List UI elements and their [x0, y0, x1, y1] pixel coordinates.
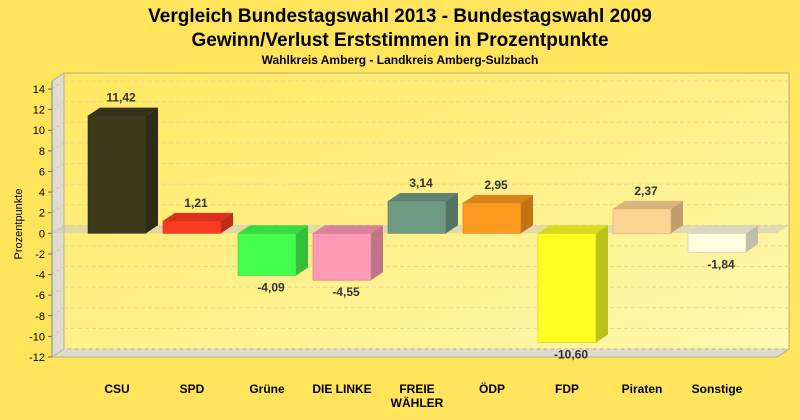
y-tick-label: 8 [39, 146, 45, 158]
gridline-side [51, 163, 65, 172]
x-tick-label: FDP [555, 382, 579, 396]
y-tick-label: 10 [33, 125, 45, 137]
bar-front [687, 233, 747, 253]
bar-side [296, 225, 308, 276]
chart-subtitle-2: Wahlkreis Amberg - Landkreis Amberg-Sulz… [262, 53, 539, 67]
bar-front [537, 233, 597, 343]
y-tick-label: -12 [29, 352, 45, 364]
bar-front [312, 233, 372, 281]
bar-front [87, 115, 147, 234]
y-tick-label: 6 [39, 166, 45, 178]
bar-top [313, 225, 383, 234]
bar-side [671, 200, 683, 234]
bar-side [746, 225, 758, 253]
bar-front [387, 200, 447, 234]
bar-ödp [462, 194, 533, 234]
x-tick-label: WÄHLER [391, 395, 444, 410]
gridline-side [51, 101, 65, 111]
x-tick-label: ÖDP [479, 381, 505, 396]
data-label: -10,60 [554, 348, 588, 362]
bar-side [596, 225, 608, 343]
bar-front [162, 220, 222, 234]
data-label: 2,37 [634, 184, 658, 198]
gridline-side [51, 348, 65, 358]
bar-front [462, 202, 522, 234]
gridline-side [51, 121, 65, 131]
bar-front [612, 208, 672, 234]
y-tick-label: 14 [33, 84, 45, 96]
bar-csu [87, 107, 158, 234]
data-label: -1,84 [707, 257, 735, 271]
bar-top [463, 194, 533, 203]
gridline-side [51, 266, 65, 275]
chart-title: Vergleich Bundestagswahl 2013 - Bundesta… [148, 6, 652, 27]
x-tick-label: Grüne [249, 382, 285, 396]
y-axis-label: Prozentpunkte [13, 189, 25, 260]
data-label: 1,21 [184, 196, 208, 210]
bar-spd [162, 212, 233, 234]
x-tick-label: Piraten [622, 382, 663, 396]
y-tick-label: -2 [35, 249, 45, 261]
gridline-side [51, 245, 65, 255]
x-tick-label: Sonstige [692, 382, 743, 396]
plot-floor [50, 348, 791, 358]
y-tick-label: -6 [35, 290, 45, 302]
y-tick-label: -8 [35, 311, 45, 323]
gridline-side [51, 204, 65, 214]
gridline-side [51, 327, 65, 337]
data-label: -4,09 [257, 280, 285, 294]
bar-side [521, 194, 533, 234]
gridline-side [51, 307, 65, 317]
data-label: -4,55 [332, 285, 360, 299]
x-tick-label: DIE LINKE [312, 382, 371, 396]
bar-piraten [612, 200, 683, 234]
bar-grüne [237, 225, 308, 276]
bar-top [238, 225, 308, 234]
y-tick-label: -4 [35, 270, 45, 282]
gridline-side [51, 142, 65, 152]
gridline-side [51, 286, 65, 296]
bar-sonstige [687, 225, 758, 253]
y-tick-label: 0 [39, 228, 45, 240]
x-tick-label: FREIE [399, 382, 434, 396]
bar-side [221, 212, 233, 234]
bar-freie-wähler [387, 192, 458, 234]
y-tick-label: 2 [39, 208, 45, 220]
data-label: 2,95 [484, 178, 508, 192]
y-tick-label: -10 [29, 331, 45, 343]
bar-top [388, 192, 458, 201]
gridline-side [51, 80, 65, 90]
gridline-side [51, 183, 65, 193]
data-label: 3,14 [409, 176, 433, 190]
bar-die-linke [312, 225, 383, 281]
data-label: 11,42 [106, 91, 136, 105]
y-tick-label: 12 [33, 105, 45, 117]
bar-side [371, 225, 383, 281]
chart-subtitle: Gewinn/Verlust Erststimmen in Prozentpun… [191, 30, 608, 51]
bar-top [88, 107, 158, 116]
x-tick-label: CSU [104, 382, 129, 396]
bar-top [613, 200, 683, 209]
bar-top [163, 212, 233, 221]
x-tick-label: SPD [180, 382, 205, 396]
bar-side [146, 107, 158, 234]
bar-side [446, 192, 458, 234]
bar-top [538, 225, 608, 234]
bar-front [237, 233, 297, 276]
bar-fdp [537, 225, 608, 343]
bar-top [688, 225, 758, 234]
y-tick-label: 4 [39, 187, 45, 199]
